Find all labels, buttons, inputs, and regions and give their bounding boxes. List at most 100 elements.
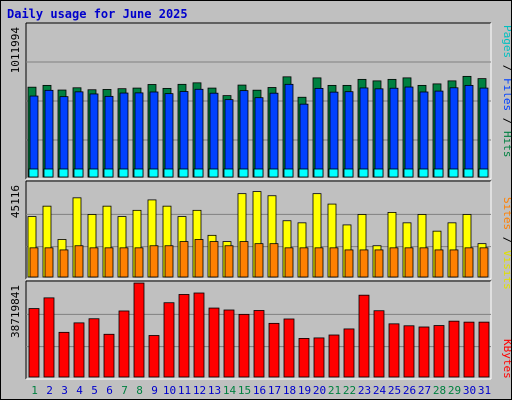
day-label: 27 bbox=[418, 384, 431, 397]
day-label: 7 bbox=[121, 384, 128, 397]
pages-bar bbox=[118, 168, 129, 178]
day-label: 10 bbox=[163, 384, 176, 397]
kbytes-bar bbox=[433, 325, 445, 378]
day-label: 16 bbox=[253, 384, 266, 397]
sites-bar bbox=[164, 245, 174, 278]
day-label: 1 bbox=[31, 384, 38, 397]
pages-bar bbox=[163, 168, 174, 178]
sites-bar bbox=[449, 249, 459, 278]
kbytes-bar bbox=[43, 297, 55, 378]
pages-bar bbox=[133, 168, 144, 178]
kbytes-bar bbox=[238, 313, 250, 378]
legend-pages-files-hits: Pages / Files / Hits bbox=[501, 25, 511, 158]
kbytes-bar bbox=[88, 318, 100, 378]
files-bar bbox=[119, 92, 129, 178]
day-label: 8 bbox=[136, 384, 143, 397]
sites-bar bbox=[44, 247, 54, 278]
day-label: 15 bbox=[238, 384, 251, 397]
pages-bar bbox=[298, 168, 309, 178]
day-label: 9 bbox=[151, 384, 158, 397]
legend-sites-visits-part: Sites bbox=[501, 197, 511, 230]
pages-bar bbox=[478, 168, 489, 178]
day-label: 21 bbox=[328, 384, 341, 397]
legend-sites-visits-part: / bbox=[501, 230, 511, 250]
kbytes-bar bbox=[148, 335, 160, 378]
legend-pages-files-hits-part: Files bbox=[501, 78, 511, 111]
legend-pages-files-hits-part: Hits bbox=[501, 131, 511, 158]
pages-bar bbox=[358, 168, 369, 178]
day-label: 28 bbox=[433, 384, 446, 397]
day-label: 26 bbox=[403, 384, 416, 397]
kbytes-bar bbox=[133, 282, 145, 378]
files-bar bbox=[74, 91, 84, 178]
pages-bar bbox=[253, 168, 264, 178]
day-label: 24 bbox=[373, 384, 387, 397]
kbytes-bar bbox=[328, 334, 340, 378]
kbytes-bar bbox=[418, 326, 430, 378]
sites-bar bbox=[419, 247, 429, 278]
files-bar bbox=[104, 95, 114, 178]
kbytes-bar bbox=[118, 310, 130, 378]
kbytes-bar bbox=[388, 323, 400, 378]
files-bar bbox=[434, 90, 444, 178]
sites-bar bbox=[119, 247, 129, 278]
pages-bar bbox=[433, 168, 444, 178]
files-bar bbox=[59, 96, 69, 178]
sites-bar bbox=[89, 247, 99, 278]
kbytes-bar bbox=[313, 337, 325, 378]
files-bar bbox=[254, 97, 264, 178]
pages-bar bbox=[448, 168, 459, 178]
legend-kbytes-part: KBytes bbox=[501, 339, 511, 379]
kbytes-bar bbox=[193, 292, 205, 378]
legend-pages-files-hits-part: Pages bbox=[501, 25, 511, 58]
files-bar bbox=[44, 89, 54, 178]
files-bar bbox=[464, 84, 474, 178]
sites-bar bbox=[134, 247, 144, 278]
legend-pages-files-hits-part: / bbox=[501, 58, 511, 78]
pages-bar bbox=[103, 168, 114, 178]
day-label: 6 bbox=[106, 384, 113, 397]
day-label: 30 bbox=[463, 384, 476, 397]
day-label: 5 bbox=[91, 384, 98, 397]
panel-3-max-label: 38719841 bbox=[9, 285, 22, 338]
files-bar bbox=[164, 93, 174, 178]
day-label: 12 bbox=[193, 384, 206, 397]
files-bar bbox=[134, 92, 144, 178]
files-bar bbox=[299, 103, 309, 178]
kbytes-bar bbox=[58, 331, 70, 378]
sites-bar bbox=[254, 243, 264, 278]
pages-bar bbox=[178, 168, 189, 178]
panel-2-max-label: 45116 bbox=[9, 185, 22, 218]
pages-bar bbox=[373, 168, 384, 178]
kbytes-bar bbox=[73, 322, 85, 378]
sites-bar bbox=[464, 247, 474, 278]
day-label: 31 bbox=[478, 384, 491, 397]
files-bar bbox=[29, 95, 39, 178]
day-label: 20 bbox=[313, 384, 326, 397]
files-bar bbox=[374, 88, 384, 178]
pages-bar bbox=[418, 168, 429, 178]
kbytes-bar bbox=[28, 308, 40, 378]
kbytes-bar bbox=[403, 325, 415, 378]
files-bar bbox=[89, 93, 99, 178]
sites-bar bbox=[329, 247, 339, 278]
pages-bar bbox=[208, 168, 219, 178]
day-label: 18 bbox=[283, 384, 296, 397]
kbytes-bar bbox=[223, 309, 235, 378]
legend-sites-visits-part: Visits bbox=[501, 250, 511, 290]
day-label: 11 bbox=[178, 384, 191, 397]
kbytes-bar bbox=[478, 321, 490, 378]
kbytes-bar bbox=[358, 294, 370, 378]
pages-bar bbox=[283, 168, 294, 178]
pages-bar bbox=[58, 168, 69, 178]
day-label: 22 bbox=[343, 384, 356, 397]
files-bar bbox=[194, 88, 204, 178]
files-bar bbox=[179, 91, 189, 178]
files-bar bbox=[284, 83, 294, 178]
pages-bar bbox=[223, 168, 234, 178]
files-bar bbox=[419, 91, 429, 178]
kbytes-bar bbox=[298, 337, 310, 378]
sites-bar bbox=[149, 245, 159, 278]
files-bar bbox=[314, 87, 324, 178]
day-label: 13 bbox=[208, 384, 221, 397]
